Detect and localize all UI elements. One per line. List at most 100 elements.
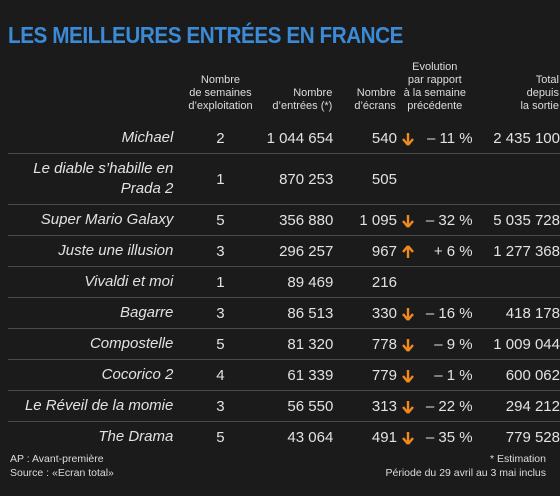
table-row: Le diable s’habille en Prada 2 1 870 253 50… [8,153,560,205]
weeks: 4 [187,359,254,391]
total: 779 528 [505,428,560,446]
screens: 540 [333,123,397,154]
film-title: Vivaldi et moi [8,266,188,298]
header-line: d’exploitation [188,100,253,112]
entries: 81 320 [253,328,334,360]
trend-arrow-down [401,431,414,445]
trend-cell [396,359,419,391]
footer-left: AP : Avant-première Source : «Ecran total… [10,452,114,480]
film-title: Compostelle [8,328,188,360]
header-line: Source : «Ecran total» [10,467,114,479]
total: 1 009 044 [472,328,560,360]
total: 418 178 [472,297,560,329]
screens: 491 [371,428,397,446]
header-cell [8,60,187,123]
table-row: Vivaldi et moi 1 89 469 216 [8,266,560,298]
trend-arrow-up [401,244,414,258]
screens: 216 [333,266,397,298]
header-line: Nombre [356,87,396,99]
header-line: Nombre [293,87,333,99]
table-row: Super Mario Galaxy 5 356 880 1 095 – 32 % 5 0… [8,204,560,236]
header-line: Période du 29 avril au 3 mai inclus [385,467,546,479]
total [472,266,560,298]
evolution: – 1 % [418,359,473,391]
table-body: Michael 2 1 044 654 540– 11 % 2 435 100 Le di… [8,123,560,452]
header-line: précédente [407,100,463,112]
total [472,153,560,205]
header-line: Nombre [200,74,241,86]
film-title: Le Réveil de la momie [8,390,188,422]
weeks: 3 [187,235,254,267]
entries: 86 513 [253,297,334,329]
trend-cell [396,204,419,236]
weeks: 1 [187,266,254,298]
header-cell: Total depuis la sortie [473,60,560,123]
screens: 505 [333,153,397,205]
table-row: Compostelle 5 81 320 778 – 9 % 1 009 044 [8,328,560,360]
header-cell: Evolution par rapport à la semaine précéden… [397,60,473,123]
total: 1 277 368 [472,235,560,267]
header-cell: Nombre d’entrées (*) [254,60,334,123]
header-line: la sortie [520,100,559,112]
entries: 870 253 [253,153,334,205]
arrow [401,244,414,258]
table-row: Cocorico 2 4 61 339 779 – 1 % 600 062 [8,359,560,391]
trend-cell [396,123,419,154]
arrow [401,400,414,414]
trend-arrow-down [401,307,414,321]
entries: 43 064 [287,428,334,446]
title: LES MEILLEURES ENTRÉES EN FRANCE [8,22,404,48]
header-cell: Nombre d’écrans [333,60,397,123]
weeks: 5 [216,428,225,446]
arrow [401,307,414,321]
table-row: Le Réveil de la momie 3 56 550 313 – 22 % 294… [8,390,560,422]
table: Nombre de semaines d’exploitation Nombre d’e… [8,60,560,452]
footer-right: * Estimation Période du 29 avril au 3 mai… [385,452,546,480]
arrow [401,338,414,352]
entries: 296 257 [253,235,334,267]
film-title: Cocorico 2 [8,359,188,391]
trend-cell [396,328,419,360]
evolution: – 9 % [418,328,473,360]
header-line: à la semaine [403,87,466,99]
trend-cell [396,153,419,205]
total: 2 435 100 [472,123,560,154]
screens: 313 [333,390,397,422]
header-line: Total [535,74,559,86]
screens: 1 095 [333,204,397,236]
header-line: * Estimation [489,453,546,465]
evolution: – 16 % [418,297,473,329]
arrow [401,214,414,228]
arrow [401,132,414,146]
weeks: 5 [187,204,254,236]
evolution: + 6 % [418,235,473,267]
evolution [418,266,473,298]
evolution: – 35 % [425,428,473,446]
trend-cell [397,422,419,453]
trend-cell [396,266,419,298]
film-title: Michael [8,123,188,154]
header-line: AP : Avant-première [10,453,104,465]
weeks: 3 [187,297,254,329]
trend-cell [396,297,419,329]
trend-cell [396,390,419,422]
screens: 779 [333,359,397,391]
screens: 330 [333,297,397,329]
entries: 89 469 [253,266,334,298]
trend-cell [396,235,419,267]
evolution: – 32 % [418,204,473,236]
entries: 61 339 [253,359,334,391]
header-cell: Nombre de semaines d’exploitation [187,60,253,123]
table-row: Michael 2 1 044 654 540 – 11 % 2 435 100 [8,123,560,154]
total: 5 035 728 [472,204,560,236]
table-row: The Drama 5 43 064 491 – 35 % 779 528 [8,422,560,453]
film-title: Super Mario Galaxy [8,204,188,236]
header-line: d’écrans [354,100,396,112]
header-line: depuis [526,87,559,99]
arrow [401,431,414,445]
header-row: Nombre de semaines d’exploitation Nombre d’e… [8,60,560,123]
weeks: 1 [187,153,254,205]
weeks: 5 [187,328,254,360]
arrow [401,369,414,383]
